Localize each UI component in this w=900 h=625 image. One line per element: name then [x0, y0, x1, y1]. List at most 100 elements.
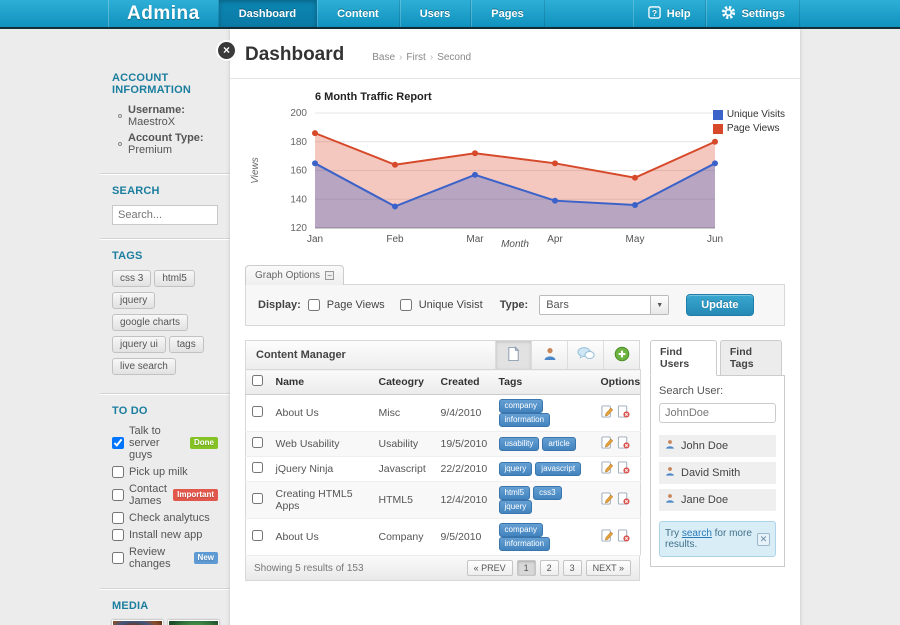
- nav-item-dashboard[interactable]: Dashboard: [218, 0, 318, 27]
- options-cell: [594, 456, 641, 482]
- breadcrumb-separator: ›: [429, 52, 434, 63]
- todo-checkbox[interactable]: [112, 552, 124, 564]
- users-tab[interactable]: [531, 341, 567, 369]
- delete-icon[interactable]: [617, 436, 630, 452]
- sidebar-tag[interactable]: jquery: [112, 292, 156, 309]
- sidebar-tag[interactable]: live search: [112, 358, 176, 375]
- edit-icon[interactable]: [600, 461, 614, 477]
- content-tag[interactable]: article: [542, 437, 576, 451]
- main-panel: × Dashboard Base › First › Second 6 Month Tr…: [218, 29, 800, 625]
- content-tag[interactable]: html5: [498, 486, 531, 500]
- edit-icon[interactable]: [600, 492, 614, 508]
- edit-icon[interactable]: [600, 436, 614, 452]
- tab-find-tags[interactable]: Find Tags: [719, 340, 782, 376]
- content-tag[interactable]: company: [498, 399, 543, 413]
- settings-button[interactable]: Settings: [705, 0, 800, 27]
- delete-icon[interactable]: [617, 492, 630, 508]
- content-tag[interactable]: javascript: [535, 462, 582, 476]
- tags-heading: TAGS: [112, 250, 143, 262]
- sidebar-tag[interactable]: tags: [168, 336, 204, 353]
- search-link[interactable]: search: [681, 528, 712, 539]
- edit-icon[interactable]: [600, 405, 614, 421]
- delete-icon[interactable]: [617, 461, 630, 477]
- content-tag[interactable]: jquery: [498, 462, 533, 476]
- todo-checkbox[interactable]: [112, 529, 124, 541]
- todo-checkbox[interactable]: [112, 466, 124, 478]
- todo-heading: TO DO: [112, 405, 148, 417]
- page-button[interactable]: 3: [562, 560, 582, 576]
- user-icon: [665, 439, 675, 453]
- collapse-icon[interactable]: −: [325, 271, 335, 280]
- breadcrumb-item[interactable]: Base: [372, 52, 396, 63]
- user-result-item[interactable]: John Doe: [659, 435, 776, 457]
- delete-icon[interactable]: [617, 405, 630, 421]
- nav-item-pages[interactable]: Pages: [471, 0, 545, 27]
- content-tag[interactable]: jquery: [498, 500, 533, 514]
- user-result-item[interactable]: Jane Doe: [659, 489, 776, 511]
- todo-label: Pick up milk: [129, 466, 188, 478]
- search-input[interactable]: [112, 205, 218, 225]
- row-checkbox[interactable]: [252, 462, 263, 473]
- graph-options-tab[interactable]: Graph Options −: [245, 265, 345, 285]
- column-header: Tags: [492, 369, 595, 395]
- page-button[interactable]: 2: [539, 560, 559, 576]
- select-all-checkbox[interactable]: [252, 375, 263, 386]
- breadcrumb-item[interactable]: First: [406, 52, 426, 63]
- todo-checkbox[interactable]: [112, 512, 124, 524]
- sidebar-tag[interactable]: css 3: [112, 270, 152, 287]
- created-cell: 12/4/2010: [434, 481, 493, 519]
- sidebar-tag[interactable]: html5: [154, 270, 195, 287]
- content-tag[interactable]: usability: [498, 437, 540, 451]
- unique-visits-checkbox[interactable]: [399, 299, 412, 311]
- breadcrumb-item[interactable]: Second: [437, 52, 472, 63]
- name-cell: Web Usability: [269, 431, 373, 457]
- user-result-item[interactable]: David Smith: [659, 462, 776, 484]
- sidebar-tag[interactable]: jquery ui: [112, 336, 166, 353]
- todo-label: Review changes: [129, 546, 171, 570]
- nav-item-users[interactable]: Users: [400, 0, 472, 27]
- row-checkbox[interactable]: [252, 493, 263, 504]
- sidebar-tag[interactable]: google charts: [112, 314, 189, 331]
- edit-icon[interactable]: [600, 529, 614, 545]
- breadcrumb[interactable]: Base › First › Second: [372, 52, 471, 63]
- bullet-icon: [118, 114, 122, 118]
- page-button[interactable]: NEXT »: [585, 560, 631, 576]
- find-user-input[interactable]: [659, 403, 776, 423]
- content-tag[interactable]: information: [498, 413, 551, 427]
- account-heading: ACCOUNT INFORMATION: [112, 72, 191, 96]
- delete-icon[interactable]: [617, 529, 630, 545]
- row-checkbox[interactable]: [252, 530, 263, 541]
- close-sidebar-icon[interactable]: ×: [218, 42, 235, 59]
- row-checkbox[interactable]: [252, 437, 263, 448]
- content-tag[interactable]: information: [498, 537, 551, 551]
- todo-badge: Done: [190, 437, 218, 449]
- todo-checkbox[interactable]: [112, 437, 124, 449]
- search-heading: SEARCH: [112, 185, 160, 197]
- page-button[interactable]: « PREV: [466, 560, 513, 576]
- tab-find-users[interactable]: Find Users: [650, 340, 717, 376]
- user-name: David Smith: [681, 467, 741, 479]
- todo-item: Check analytucs: [112, 512, 218, 524]
- comments-tab[interactable]: [567, 341, 603, 369]
- page-views-checkbox[interactable]: [307, 299, 320, 311]
- row-checkbox[interactable]: [252, 406, 263, 417]
- breadcrumb-separator: ›: [399, 52, 403, 63]
- todo-checkbox[interactable]: [112, 489, 124, 501]
- page-views-label: Page Views: [326, 299, 385, 311]
- media-thumbnail[interactable]: [168, 620, 219, 625]
- dismiss-hint-icon[interactable]: ✕: [757, 532, 770, 546]
- page-button[interactable]: 1: [516, 560, 536, 576]
- add-content-tab[interactable]: [603, 341, 639, 369]
- content-tag[interactable]: company: [498, 523, 543, 537]
- help-button[interactable]: ? Help: [632, 0, 706, 27]
- graph-options-bar: Display: Page Views Unique Visist Type: …: [245, 284, 785, 326]
- update-button[interactable]: Update: [686, 294, 754, 316]
- media-thumbnail[interactable]: [112, 620, 163, 625]
- todo-label: Talk to server guys: [129, 425, 161, 461]
- display-label: Display:: [258, 299, 301, 311]
- pages-tab[interactable]: [495, 341, 531, 369]
- nav-item-content[interactable]: Content: [317, 0, 400, 27]
- content-tag[interactable]: css3: [533, 486, 562, 500]
- chart-type-select[interactable]: Bars ▼: [539, 295, 670, 315]
- column-header: Options: [594, 369, 641, 395]
